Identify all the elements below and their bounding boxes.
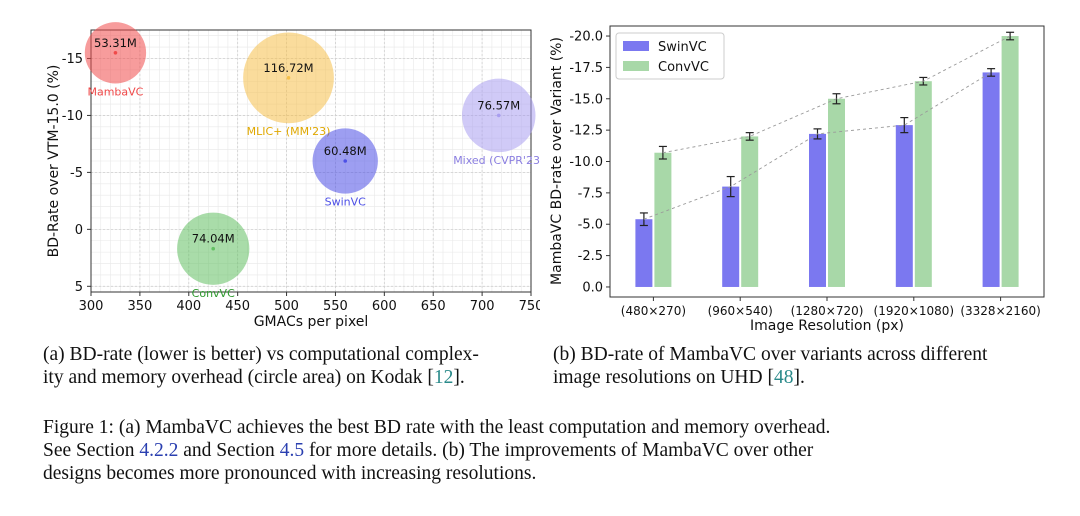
x-tick-label: (960×540): [708, 304, 773, 318]
y-tick-label: 5: [75, 280, 83, 295]
bubble-center-point: [343, 159, 348, 163]
y-tick-label: 0: [75, 223, 83, 238]
caption-text: for more details. (b) The improvements o…: [304, 440, 814, 461]
bubble-name-label: MLIC+ (MM'23): [247, 125, 331, 138]
x-axis-label: GMACs per pixel: [254, 314, 369, 330]
caption-b-text: image resolutions on UHD [: [553, 367, 774, 388]
bubble-size-label: 74.04M: [192, 232, 235, 246]
caption-b: (b) BD-rate of MambaVC over variants acr…: [553, 343, 1053, 389]
axis-ticks: 300 350 400 450 500 550 600 650 700 750 -15 -10 -5 0 5: [62, 52, 540, 314]
trend-line: [662, 35, 1011, 154]
legend-swatch-swinvc: [623, 41, 649, 51]
y-tick-label: -7.5: [578, 186, 603, 201]
y-tick-label: -10.0: [569, 155, 603, 170]
bar-swinvc: [809, 133, 826, 287]
x-tick-label: 650: [421, 299, 446, 314]
x-tick-label: (1280×720): [791, 304, 864, 318]
plot-frame: [90, 29, 532, 293]
y-tick-label: -5: [70, 166, 83, 181]
caption-a-text: ity and memory overhead (circle area) on…: [43, 367, 434, 388]
caption-text: See Section: [43, 440, 140, 461]
figure-caption-line1: Figure 1: (a) MambaVC achieves the best …: [43, 417, 831, 438]
x-axis-label: Image Resolution (px): [750, 318, 904, 334]
x-tick-label: (480×270): [621, 304, 686, 318]
caption-a: (a) BD-rate (lower is better) vs computa…: [43, 343, 543, 389]
section-link[interactable]: 4.5: [279, 440, 305, 461]
bubble-name-label: ConvVC: [192, 287, 235, 300]
legend-swatch-convvc: [623, 61, 649, 71]
x-tick-label: (1920×1080): [874, 304, 955, 318]
x-tick-label: 450: [225, 299, 250, 314]
bubble-chart: 300 350 400 450 500 550 600 650 700 750-15-10-505…: [46, 22, 540, 330]
citation-link[interactable]: 12: [433, 367, 454, 388]
bubble-name-label: SwinVC: [325, 196, 367, 209]
caption-a-line1: (a) BD-rate (lower is better) vs computa…: [43, 344, 479, 365]
x-tick-label: 300: [79, 299, 104, 314]
y-tick-label: 0.0: [582, 280, 603, 295]
y-tick-label: -5.0: [578, 218, 603, 233]
trend-line: [643, 72, 992, 220]
caption-b-end: ].: [793, 367, 805, 388]
bubble-center-point: [211, 246, 216, 251]
x-tick-label: 400: [176, 299, 201, 314]
bubble-size-label: 53.31M: [94, 36, 137, 50]
bubble-size-label: 76.57M: [477, 98, 520, 112]
x-tick-label: 750: [519, 299, 540, 314]
y-tick-label: -15: [62, 52, 83, 67]
figure-caption: Figure 1: (a) MambaVC achieves the best …: [43, 416, 1053, 485]
figure-caption-line3: designs becomes more pronounced with inc…: [43, 463, 537, 484]
x-tick-label: 500: [274, 299, 299, 314]
bar-swinvc: [895, 125, 913, 287]
legend: SwinVC ConvVC: [615, 32, 725, 80]
y-tick-label: -10: [62, 109, 83, 124]
legend-label-swinvc: SwinVC: [658, 40, 707, 55]
bar-swinvc: [982, 72, 1000, 287]
axis-ticks: 0.0 -2.5 -5.0 -7.5 -10.0 -12.5 -15.0 -17.5 -20.0…: [569, 30, 1040, 318]
x-tick-label: 600: [372, 299, 397, 314]
caption-text: and Section: [178, 440, 280, 461]
y-tick-label: -15.0: [569, 92, 603, 107]
x-tick-label: 700: [470, 299, 495, 314]
bars: [635, 31, 1019, 287]
x-tick-label: 350: [127, 299, 152, 314]
legend-label-convvc: ConvVC: [658, 60, 709, 75]
caption-a-line2: ity and memory overhead (circle area) on…: [43, 366, 543, 389]
y-axis-label: BD-Rate over VTM-15.0 (%): [46, 65, 62, 258]
bubble-size-label: 60.48M: [324, 144, 367, 158]
section-link[interactable]: 4.2.2: [139, 440, 179, 461]
y-tick-label: -17.5: [569, 61, 603, 76]
bubble-name-label: MambaVC: [87, 85, 143, 98]
x-tick-label: 550: [323, 299, 348, 314]
x-tick-label: (3328×2160): [960, 304, 1041, 318]
bubble-size-label: 116.72M: [263, 61, 313, 75]
bar-swinvc: [722, 186, 740, 287]
y-axis-label: MambaVC BD-rate over Variant (%): [549, 37, 565, 285]
figure-caption-line2: See Section 4.2.2 and Section 4.5 for mo…: [43, 439, 1053, 462]
caption-b-line2: image resolutions on UHD [48].: [553, 366, 1053, 389]
bubble-center-point: [113, 50, 118, 55]
bar-convvc: [654, 152, 672, 287]
bubble-center-point: [286, 76, 291, 80]
bar-convvc: [1001, 36, 1019, 287]
caption-a-end: ].: [453, 367, 465, 388]
bubble-center-point: [496, 113, 501, 118]
y-tick-label: -2.5: [578, 249, 603, 264]
bar-chart: 0.0 -2.5 -5.0 -7.5 -10.0 -12.5 -15.0 -17.5 -20.0…: [549, 25, 1045, 334]
y-tick-label: -20.0: [569, 30, 603, 45]
citation-link[interactable]: 48: [773, 367, 794, 388]
bubbles: 53.31M MambaVC 116.72M MLIC+ (MM'23) 76.57M M…: [84, 22, 540, 300]
bar-swinvc: [635, 219, 653, 287]
caption-b-line1: (b) BD-rate of MambaVC over variants acr…: [553, 344, 988, 365]
bar-convvc: [741, 136, 759, 287]
bubble-name-label: Mixed (CVPR'23): [453, 154, 540, 167]
bar-convvc: [828, 98, 845, 287]
bar-convvc: [914, 81, 932, 287]
y-tick-label: -12.5: [569, 124, 603, 139]
